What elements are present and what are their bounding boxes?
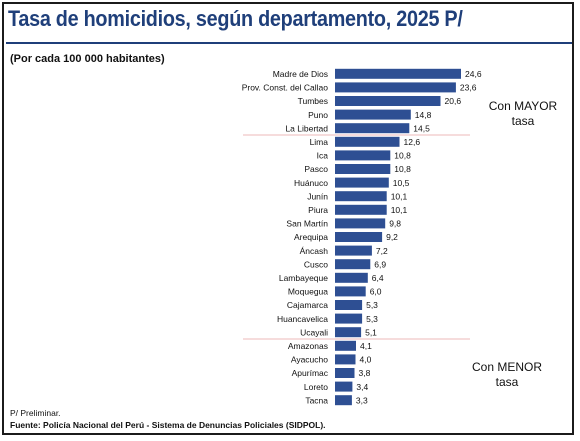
bar xyxy=(335,204,387,215)
bar xyxy=(335,340,356,351)
bar xyxy=(335,259,371,270)
value-label: 9,8 xyxy=(389,219,401,229)
value-label: 3,4 xyxy=(356,382,368,392)
category-labels: Madre de Dios Prov. Const. del Callao Tumb… xyxy=(242,69,329,405)
category-label: San Martín xyxy=(286,219,328,229)
footnote-source: Fuente: Policía Nacional del Perú - Sist… xyxy=(10,420,326,430)
category-label: Puno xyxy=(308,110,328,120)
category-label: Junín xyxy=(307,191,328,201)
category-label: Apurímac xyxy=(292,368,329,378)
bar xyxy=(335,68,461,79)
category-label: Tumbes xyxy=(298,96,328,106)
low-group-label-line1: Con MENOR xyxy=(472,360,542,374)
bars-group xyxy=(335,68,461,406)
category-label: Moquegua xyxy=(288,287,328,297)
value-label: 6,4 xyxy=(372,273,384,283)
bar xyxy=(335,218,386,229)
high-group-label-line1: Con MAYOR xyxy=(489,99,558,113)
bar xyxy=(335,150,391,161)
value-label: 10,1 xyxy=(391,205,408,215)
category-label: La Libertad xyxy=(285,123,328,133)
category-label: Loreto xyxy=(304,382,328,392)
title-underline xyxy=(6,42,572,44)
category-label: Tacna xyxy=(305,395,328,405)
group-separators xyxy=(243,134,470,340)
value-label: 5,3 xyxy=(366,300,378,310)
value-labels: 24,6 23,6 20,6 14,8 14,5 12,6 10,8 10,8 10,5 10,1… xyxy=(356,69,482,405)
low-group-label-line2: tasa xyxy=(496,375,519,389)
bar xyxy=(335,232,383,242)
category-label: Lima xyxy=(310,137,329,147)
bar xyxy=(335,191,387,202)
value-label: 6,9 xyxy=(374,259,386,269)
bar xyxy=(335,177,389,188)
category-label: Ica xyxy=(317,151,329,161)
category-label: Huancavelica xyxy=(277,314,328,324)
footnote-preliminary: P/ Preliminar. xyxy=(10,408,61,418)
value-label: 7,2 xyxy=(376,246,388,256)
category-label: Prov. Const. del Callao xyxy=(242,83,329,93)
bar xyxy=(335,123,410,134)
category-label: Ucayali xyxy=(300,327,328,337)
value-label: 10,5 xyxy=(393,178,410,188)
bar xyxy=(335,245,372,256)
value-label: 14,5 xyxy=(413,123,430,133)
value-label: 6,0 xyxy=(370,287,382,297)
value-label: 20,6 xyxy=(445,96,462,106)
value-label: 9,2 xyxy=(386,232,398,242)
bar xyxy=(335,96,441,106)
value-label: 5,1 xyxy=(365,327,377,337)
category-label: Arequipa xyxy=(294,232,328,242)
value-label: 4,0 xyxy=(360,355,372,365)
value-label: 4,1 xyxy=(360,341,372,351)
bar xyxy=(335,327,362,338)
category-label: Ayacucho xyxy=(291,355,328,365)
category-label: Cajamarca xyxy=(287,300,328,310)
category-label: Lambayeque xyxy=(279,273,328,283)
value-label: 10,8 xyxy=(394,151,411,161)
bar xyxy=(335,354,356,365)
value-label: 14,8 xyxy=(415,110,432,120)
bar xyxy=(335,272,368,283)
bar xyxy=(335,368,355,378)
chart-frame xyxy=(2,2,574,435)
chart-subtitle: (Por cada 100 000 habitantes) xyxy=(10,53,165,65)
value-label: 3,8 xyxy=(359,368,371,378)
bar xyxy=(335,286,366,297)
category-label: Madre de Dios xyxy=(273,69,328,79)
category-label: Áncash xyxy=(300,246,329,256)
bar xyxy=(335,313,363,324)
category-label: Huánuco xyxy=(294,178,328,188)
bar xyxy=(335,109,411,120)
high-group-label-line2: tasa xyxy=(512,114,535,128)
category-label: Pasco xyxy=(304,164,328,174)
bar xyxy=(335,300,363,310)
category-label: Amazonas xyxy=(288,341,328,351)
value-label: 10,8 xyxy=(394,164,411,174)
bar xyxy=(335,136,400,147)
value-label: 10,1 xyxy=(391,191,408,201)
value-label: 23,6 xyxy=(460,83,477,93)
value-label: 5,3 xyxy=(366,314,378,324)
bar xyxy=(335,164,391,174)
chart-title: Tasa de homicidios, según departamento, … xyxy=(8,6,463,31)
bar xyxy=(335,381,353,392)
bar xyxy=(335,395,352,406)
category-label: Cusco xyxy=(304,259,328,269)
category-label: Piura xyxy=(308,205,328,215)
value-label: 24,6 xyxy=(465,69,482,79)
value-label: 3,3 xyxy=(356,395,368,405)
value-label: 12,6 xyxy=(404,137,421,147)
bar xyxy=(335,82,456,93)
